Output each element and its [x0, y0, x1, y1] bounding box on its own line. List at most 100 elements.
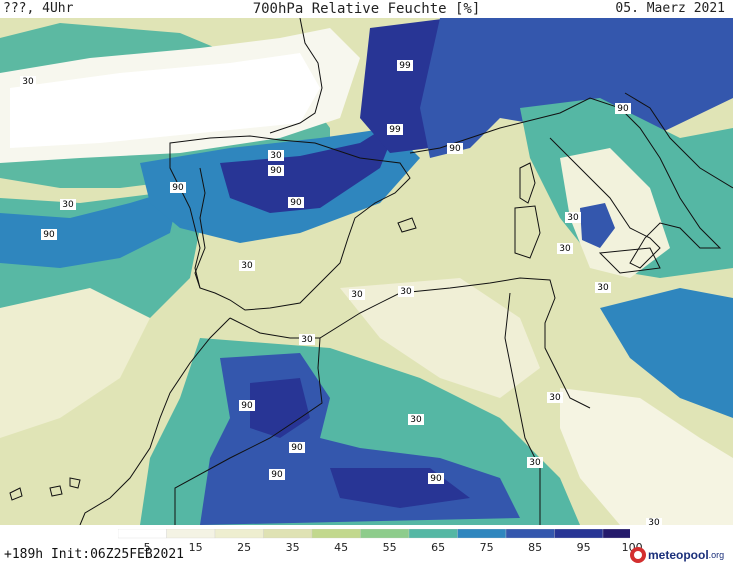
svg-text:99: 99 — [389, 125, 401, 135]
svg-text:30: 30 — [529, 458, 541, 468]
svg-text:30: 30 — [549, 393, 561, 403]
map-title: 700hPa Relative Feuchte [%] — [252, 1, 481, 17]
contour-labels: 30 99 99 90 30 90 90 90 90 30 90 30 30 3… — [20, 60, 662, 525]
svg-text:90: 90 — [241, 401, 253, 411]
atlantic-blue-region — [0, 188, 180, 268]
coastline-france-atlantic — [269, 18, 323, 134]
colorbar-cell — [118, 529, 167, 539]
svg-text:90: 90 — [172, 183, 184, 193]
island-sicily — [598, 247, 661, 274]
colorbar-tick-label: 25 — [237, 541, 252, 554]
colorbar-tick-label: 95 — [576, 541, 591, 554]
colorbar — [118, 529, 630, 539]
colorbar-tick-label: 5 — [143, 541, 151, 554]
contour-label: 30 — [527, 457, 543, 468]
svg-text:90: 90 — [271, 470, 283, 480]
colorbar-cell — [554, 529, 604, 539]
island-sardinia — [514, 205, 541, 259]
svg-text:30: 30 — [410, 415, 422, 425]
contour-label: 99 — [397, 60, 413, 71]
contour-label: 30 — [547, 392, 563, 403]
north-saturated-core — [220, 118, 400, 213]
contour-label: 90 — [170, 182, 186, 193]
colorbar-tick-label: 45 — [334, 541, 349, 554]
east-blue-region — [600, 288, 733, 418]
brand-suffix: .org — [708, 550, 725, 560]
contour-label: 90 — [289, 442, 305, 453]
coastline-iberia — [169, 135, 411, 311]
forecast-time-label: ???, 4Uhr — [3, 1, 74, 16]
svg-text:99: 99 — [399, 61, 411, 71]
contour-label: 30 — [565, 212, 581, 223]
contour-label: 90 — [615, 103, 631, 114]
contour-label: 30 — [557, 243, 573, 254]
border-spain-portugal — [194, 167, 206, 289]
mid-light-band — [0, 288, 150, 438]
colorbar-tick-label: 75 — [479, 541, 494, 554]
coastlines — [9, 18, 733, 525]
forecast-run-info: +189h Init:06Z25FEB2021 — [4, 547, 185, 562]
contour-label: 30 — [398, 286, 414, 297]
meteopool-logo[interactable]: meteopool .org — [630, 545, 724, 565]
contour-label: 90 — [288, 197, 304, 208]
colorbar-cell — [602, 529, 630, 539]
svg-text:30: 30 — [648, 518, 660, 525]
contour-label: 30 — [408, 414, 424, 425]
contour-label: 30 — [646, 518, 662, 525]
colorbar-tick-label: 55 — [382, 541, 397, 554]
southeast-dry-region — [560, 388, 733, 525]
colorbar-cell — [311, 529, 361, 539]
colorbar-cell — [263, 529, 313, 539]
tyrrhenian-blue-spot — [580, 203, 615, 248]
svg-text:90: 90 — [270, 166, 282, 176]
contour-label: 99 — [387, 124, 403, 135]
contour-label: 30 — [60, 199, 76, 210]
svg-text:30: 30 — [62, 200, 74, 210]
contour-label: 30 — [299, 334, 315, 345]
central-dry-band — [340, 278, 540, 398]
contour-label: 90 — [41, 229, 57, 240]
colorbar-cell — [457, 529, 507, 539]
border-algeria-morocco — [174, 337, 323, 525]
contour-label: 90 — [447, 143, 463, 154]
svg-text:30: 30 — [597, 283, 609, 293]
island-mallorca — [397, 217, 417, 233]
canary-islands — [9, 477, 81, 501]
coastline-morocco-atlantic — [79, 317, 231, 525]
contour-label: 30 — [20, 76, 36, 87]
contour-label: 30 — [239, 260, 255, 271]
contour-label: 30 — [595, 282, 611, 293]
svg-text:30: 30 — [567, 213, 579, 223]
contour-label: 30 — [268, 150, 284, 161]
svg-text:30: 30 — [400, 287, 412, 297]
svg-text:90: 90 — [290, 198, 302, 208]
svg-text:90: 90 — [43, 230, 55, 240]
island-corsica — [519, 162, 536, 204]
svg-text:30: 30 — [351, 290, 363, 300]
svg-text:90: 90 — [449, 144, 461, 154]
colorbar-cell — [166, 529, 216, 539]
humidity-map: 30 99 99 90 30 90 90 90 90 30 90 30 30 3… — [0, 18, 733, 525]
colorbar-tick-label: 35 — [285, 541, 300, 554]
svg-text:30: 30 — [270, 151, 282, 161]
svg-text:90: 90 — [617, 104, 629, 114]
svg-text:30: 30 — [301, 335, 313, 345]
colorbar-tick-label: 65 — [431, 541, 446, 554]
contour-label: 90 — [428, 473, 444, 484]
colorbar-cell — [505, 529, 555, 539]
coastline-balkans — [624, 92, 733, 189]
coastline-mediterranean-france — [409, 122, 521, 154]
contour-label: 30 — [349, 289, 365, 300]
sahara-saturated-core — [250, 378, 310, 438]
svg-text:30: 30 — [22, 77, 34, 87]
meteopool-logo-icon — [630, 547, 646, 563]
border-tunisia — [504, 292, 541, 525]
contour-label: 90 — [239, 400, 255, 411]
forecast-date: 05. Maerz 2021 — [615, 1, 725, 16]
north-dry-core — [10, 53, 320, 148]
svg-text:90: 90 — [430, 474, 442, 484]
colorbar-tick-label: 85 — [528, 541, 543, 554]
svg-text:30: 30 — [559, 244, 571, 254]
europe-blue-region — [420, 18, 733, 158]
brand-name: meteopool — [648, 548, 709, 562]
